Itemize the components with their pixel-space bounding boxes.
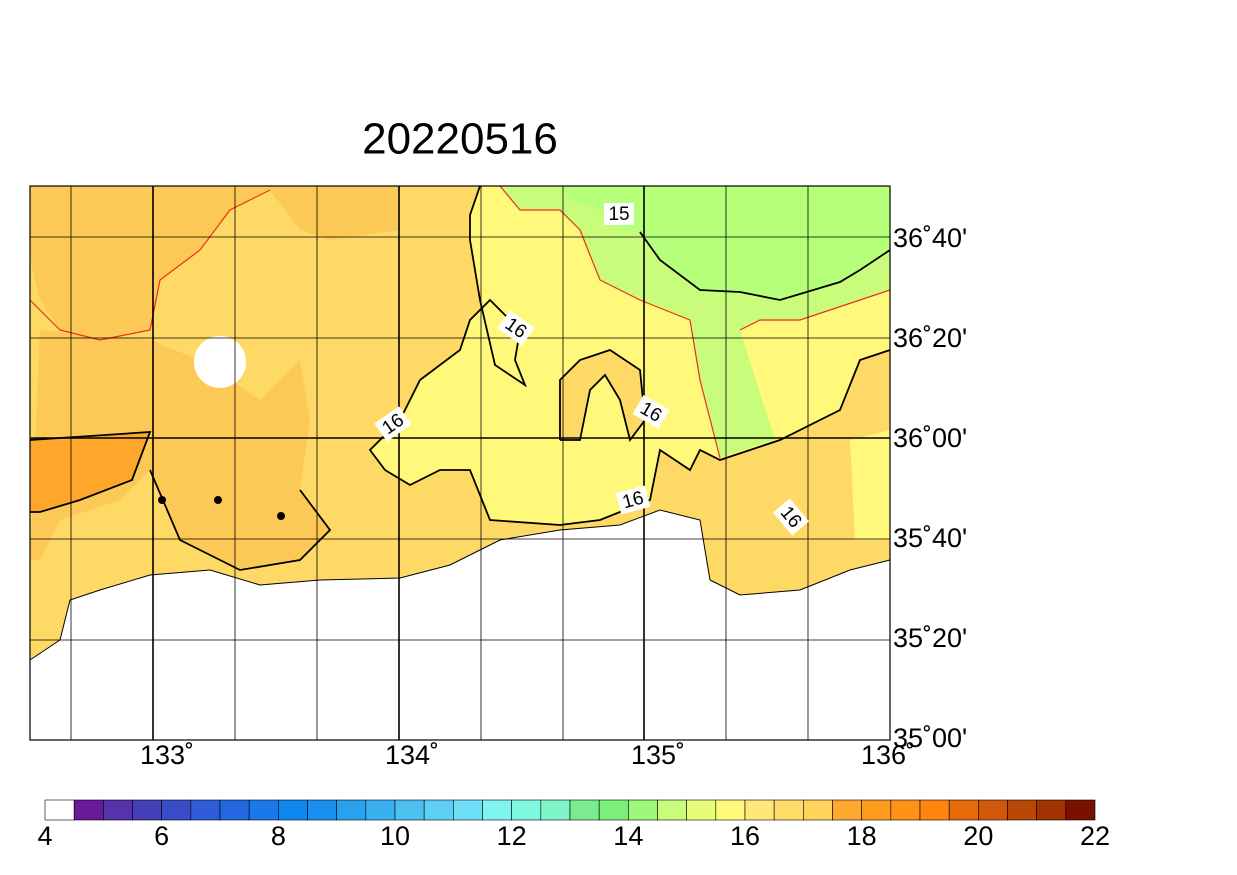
colorbar-box: [511, 799, 542, 821]
colorbar-box: [73, 799, 104, 821]
contour-label-bg: [604, 203, 634, 225]
colorbar-box: [569, 799, 600, 821]
lat-label: 35˚40': [893, 523, 967, 553]
map: [29, 185, 891, 741]
colorbar-box: [773, 799, 804, 821]
colorbar-box: [1065, 799, 1096, 821]
colorbar-box: [307, 799, 337, 821]
contour: [639, 231, 891, 301]
contour-label-bg: [374, 406, 412, 442]
colorbar-box: [948, 799, 979, 821]
colorbar-box: [219, 799, 250, 821]
contour-label: 16: [615, 485, 651, 515]
title: 20220516: [362, 115, 558, 164]
colorbar-box: [423, 799, 454, 821]
colorbar-box: [1036, 799, 1067, 821]
colorbar-box: [453, 799, 483, 821]
colorbar-box: [598, 799, 629, 821]
grid: [30, 186, 890, 740]
colorbar-label: 6: [154, 821, 169, 851]
warm-patch: [30, 186, 400, 340]
city: [214, 496, 222, 504]
colorbar-box: [715, 799, 746, 821]
axis-labels: 133˚ 134˚ 135˚ 136˚ 36˚40' 36˚20' 36˚00' 35˚40'…: [140, 223, 967, 770]
lat-label: 36˚40': [893, 223, 967, 253]
contour: [499, 185, 721, 459]
lon-label: 133˚: [140, 740, 194, 770]
contour: [559, 349, 646, 443]
lat-label: 35˚00': [893, 723, 967, 753]
colorbar-box: [1007, 799, 1037, 821]
contour: [29, 431, 152, 513]
colorbar-box: [336, 799, 367, 821]
city: [277, 512, 285, 520]
colorbar: 4 6 8 10 12 14 16 18 20 22: [37, 799, 1110, 851]
colorbar-box: [686, 799, 717, 821]
city: [158, 496, 166, 504]
lon-label: 135˚: [631, 740, 685, 770]
contour-label-text: 15: [608, 204, 629, 225]
contour-label-bg: [615, 485, 651, 515]
colorbar-box: [890, 799, 921, 821]
colorbar-box: [394, 799, 425, 821]
colorbar-label: 20: [963, 821, 993, 851]
colorbar-box: [803, 799, 833, 821]
warm-patch: [30, 330, 330, 570]
hot-patch: [30, 432, 150, 512]
colorbar-box: [278, 799, 308, 821]
colorbar-box: [978, 799, 1008, 821]
lake: [194, 336, 246, 388]
colorbar-label: 4: [37, 821, 52, 851]
colorbar-box: [540, 799, 571, 821]
lat-label: 36˚20': [893, 323, 967, 353]
contour-label-bg: [772, 498, 810, 536]
contour-label-bg: [497, 310, 535, 346]
lon-label: 136˚: [861, 740, 915, 770]
contour: [368, 185, 891, 526]
colorbar-label: 8: [271, 821, 286, 851]
colorbar-label: 14: [613, 821, 643, 851]
colorbar-box: [861, 799, 892, 821]
lon-label: 134˚: [385, 740, 439, 770]
colorbar-box: [628, 799, 658, 821]
colorbar-box: [44, 799, 75, 821]
colorbar-label: 12: [497, 821, 527, 851]
sea: [30, 510, 890, 740]
contour: [739, 289, 891, 331]
colorbar-label: 18: [847, 821, 877, 851]
colorbar-label: 22: [1080, 821, 1110, 851]
lat-label: 35˚20': [893, 623, 967, 653]
contour-label: 15: [604, 203, 634, 225]
colorbar-label: 10: [380, 821, 410, 851]
colorbar-box: [103, 799, 133, 821]
contour: [149, 469, 332, 571]
colorbar-box: [248, 799, 279, 821]
colorbar-box: [132, 799, 162, 821]
colorbar-box: [832, 799, 862, 821]
colorbar-box: [657, 799, 687, 821]
frame: [29, 185, 891, 741]
contour-label-bg: [632, 394, 670, 430]
colorbar-box: [365, 799, 396, 821]
warm-pocket: [560, 350, 645, 440]
colorbar-box: [161, 799, 192, 821]
coastline: [29, 509, 891, 661]
colorbar-box: [482, 799, 512, 821]
colorbar-label: 16: [730, 821, 760, 851]
colorbar-box: [919, 799, 950, 821]
lat-label: 36˚00': [893, 423, 967, 453]
colorbar-box: [190, 799, 221, 821]
colorbar-box: [744, 799, 775, 821]
green-core: [560, 186, 890, 300]
contour: [29, 189, 271, 341]
cool-region: [850, 430, 890, 540]
